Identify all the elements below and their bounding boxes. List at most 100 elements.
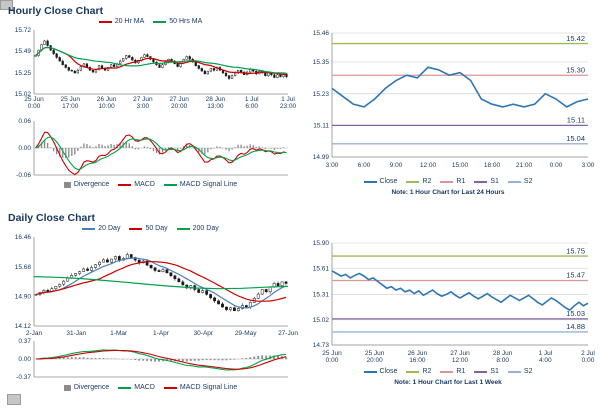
hourly-pivot-legend: Close R2 R1 S1 S2 (302, 176, 594, 187)
svg-text:15:00: 15:00 (452, 162, 469, 169)
legend-item: MACD Signal Line (163, 181, 237, 188)
svg-text:15.25: 15.25 (15, 70, 32, 77)
svg-text:15.11: 15.11 (567, 116, 585, 125)
weekly-pivot-legend: Close R2 R1 S1 S2 (302, 366, 594, 377)
legend-item: 200 Day (176, 225, 219, 232)
svg-text:15.02: 15.02 (15, 91, 32, 98)
legend-label: R2 (422, 368, 432, 375)
200-day-swatch (176, 227, 190, 230)
svg-text:12:00: 12:00 (420, 162, 437, 169)
legend-item: S1 (474, 368, 499, 375)
legend-item: S2 (507, 368, 532, 375)
legend-label: R2 (422, 178, 432, 185)
divergence-swatch (63, 384, 71, 391)
svg-text:0.37: 0.37 (18, 338, 31, 345)
r2-swatch (406, 180, 420, 183)
svg-text:15.35: 15.35 (313, 59, 330, 66)
hourly-pivot-note: Note: 1 Hour Chart for Last 24 Hours (391, 189, 505, 196)
daily-chart-title: Daily Close Chart (8, 212, 95, 224)
svg-text:-0.37: -0.37 (16, 374, 31, 381)
svg-text:29-May: 29-May (235, 330, 257, 337)
svg-text:2-Jan: 2-Jan (26, 330, 43, 337)
weekly-pivot-section: 15.90 15.61 15.31 15.02 14.73 25 Jun 0:00 25 Ju… (302, 236, 596, 386)
svg-text:1-Apr: 1-Apr (153, 330, 170, 337)
svg-text:15.23: 15.23 (313, 91, 330, 98)
svg-text:-0.06: -0.06 (16, 172, 31, 179)
macd-swatch (118, 183, 132, 186)
legend-item: R1 (440, 368, 465, 375)
legend-label: Divergence (73, 181, 110, 188)
svg-text:31-Jan: 31-Jan (66, 330, 86, 337)
legend-item: 20 Day (82, 225, 120, 232)
legend-item: S1 (474, 178, 499, 185)
svg-text:14.73: 14.73 (313, 342, 330, 349)
legend-label: 50 Hrs MA (169, 18, 203, 25)
svg-text:3:00: 3:00 (326, 162, 339, 169)
daily-macd-chart: 0.37 0.00 -0.37 (16, 338, 288, 381)
svg-text:14.99: 14.99 (313, 154, 330, 161)
svg-text:15.42: 15.42 (566, 34, 585, 43)
daily-close-section: Daily Close Chart 20 Day 50 Day 200 Day 16… (8, 210, 298, 393)
svg-text:15.03: 15.03 (566, 309, 585, 318)
legend-item: MACD (118, 384, 155, 391)
svg-text:0.00: 0.00 (18, 145, 31, 152)
svg-text:15.46: 15.46 (313, 30, 330, 37)
legend-label: Close (379, 178, 398, 185)
legend-label: MACD (134, 384, 155, 391)
svg-text:15.47: 15.47 (566, 271, 585, 280)
svg-text:3:00: 3:00 (582, 162, 595, 169)
svg-text:9:00: 9:00 (390, 162, 403, 169)
macd-signal-line-swatch (163, 386, 177, 389)
svg-text:14.88: 14.88 (566, 322, 585, 331)
svg-text:15.04: 15.04 (566, 134, 585, 143)
svg-text:14.90: 14.90 (15, 294, 32, 301)
svg-text:27-Jun: 27-Jun (278, 330, 298, 337)
svg-text:0.00: 0.00 (18, 356, 31, 363)
legend-item: R2 (406, 178, 431, 185)
svg-text:15.31: 15.31 (313, 292, 330, 299)
daily-ma-legend: 20 Day 50 Day 200 Day (8, 223, 293, 234)
close-swatch (363, 370, 377, 373)
svg-text:30-Apr: 30-Apr (194, 330, 214, 337)
close-swatch (363, 180, 377, 183)
20-day-swatch (82, 227, 96, 230)
s1-swatch (474, 370, 488, 373)
hourly-pivot-section: 15.46 15.35 15.23 15.11 14.99 3:00 6:00 9:00 12:… (302, 26, 595, 196)
legend-item: 50 Hrs MA (153, 18, 202, 25)
legend-item: MACD Signal Line (163, 384, 237, 391)
svg-text:6:00: 6:00 (358, 162, 371, 169)
svg-text:15.90: 15.90 (313, 240, 330, 247)
legend-item: Divergence (63, 384, 109, 391)
legend-label: 200 Day (192, 225, 219, 232)
legend-item: R2 (406, 368, 431, 375)
legend-item: R1 (440, 178, 465, 185)
legend-label: 20 Hr MA (114, 18, 145, 25)
svg-text:0.06: 0.06 (18, 118, 31, 125)
legend-label: MACD (134, 181, 155, 188)
macd-swatch (118, 386, 132, 389)
svg-text:14.12: 14.12 (15, 323, 32, 330)
50-day-swatch (129, 227, 143, 230)
legend-item: S2 (507, 178, 532, 185)
svg-text:15.61: 15.61 (313, 265, 330, 272)
daily-macd-legend: Divergence MACD MACD Signal Line (8, 382, 293, 393)
legend-label: R1 (456, 368, 466, 375)
hourly-close-section: Hourly Close Chart 20 Hr MA 50 Hrs MA 15.… (8, 3, 297, 190)
svg-text:21:00: 21:00 (516, 162, 533, 169)
